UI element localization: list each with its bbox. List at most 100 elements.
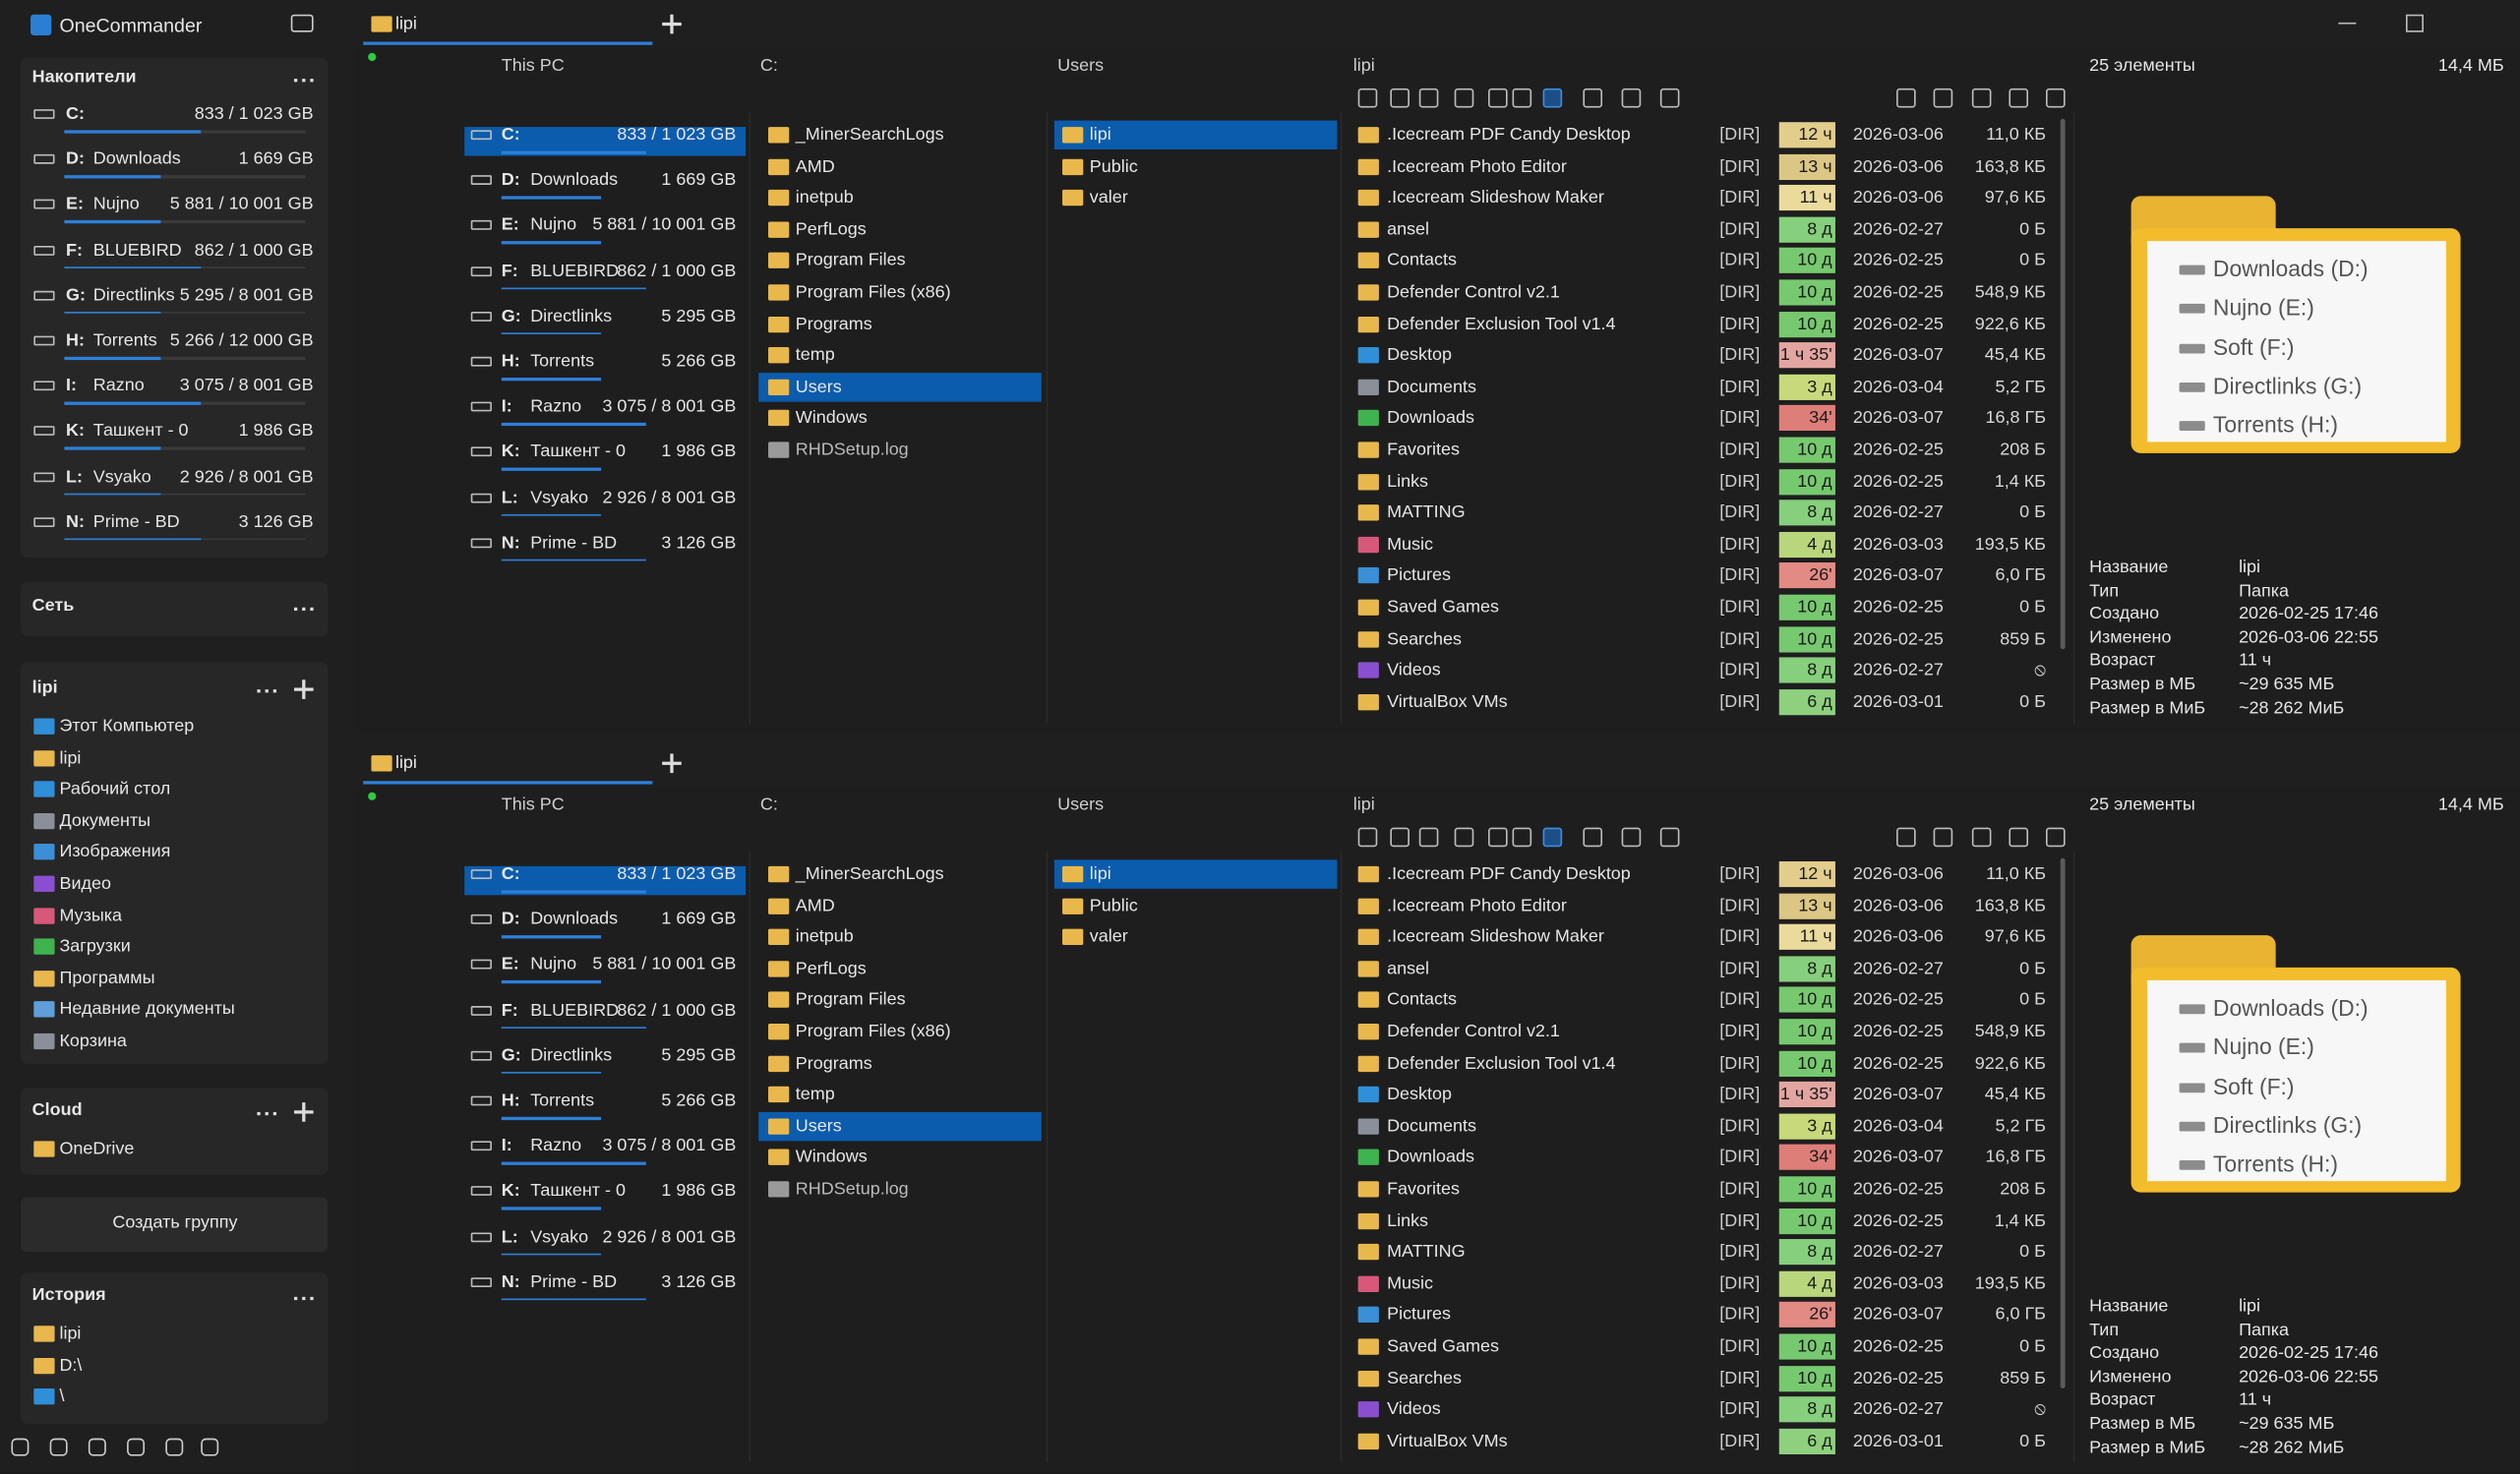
toolbar-button[interactable] [165, 1438, 184, 1456]
drive-letter[interactable]: L: [501, 1226, 518, 1247]
drive-letter[interactable]: G: [65, 285, 86, 306]
folder-item[interactable]: valer [1089, 188, 1128, 208]
window-max[interactable] [2405, 14, 2424, 32]
file-name[interactable]: Videos [1387, 660, 1441, 680]
more-button[interactable] [257, 1111, 261, 1116]
history-item[interactable]: \ [59, 1386, 65, 1407]
drive-letter[interactable]: I: [501, 1136, 512, 1156]
drive-letter[interactable]: I: [501, 396, 512, 417]
file-name[interactable]: VirtualBox VMs [1387, 692, 1508, 712]
add-button[interactable] [294, 679, 314, 699]
drive-letter[interactable]: D: [65, 149, 85, 169]
folder-item[interactable]: AMD [795, 896, 835, 915]
folder-item[interactable]: temp [795, 345, 835, 366]
file-name[interactable]: Contacts [1387, 990, 1458, 1010]
file-name[interactable]: Contacts [1387, 251, 1458, 271]
favorite-item[interactable]: Недавние документы [59, 1000, 235, 1020]
history-item[interactable]: D:\ [59, 1355, 83, 1376]
folder-item[interactable]: RHDSetup.log [795, 440, 909, 460]
toolbar-button[interactable] [1971, 827, 1992, 848]
favorite-item[interactable]: Изображения [59, 843, 171, 862]
toolbar-button[interactable] [1418, 88, 1439, 108]
drive-letter[interactable]: H: [501, 351, 520, 372]
more-button[interactable] [302, 607, 306, 612]
drive-letter[interactable]: F: [501, 261, 518, 281]
drive-letter[interactable]: G: [501, 1045, 521, 1066]
folder-item[interactable]: Public [1089, 896, 1138, 915]
favorite-item[interactable]: Этот Компьютер [59, 716, 195, 737]
drive-letter[interactable]: F: [501, 1000, 518, 1021]
file-name[interactable]: Documents [1387, 1116, 1476, 1137]
favorite-item[interactable]: Загрузки [59, 937, 131, 957]
tab-label[interactable]: lipi [394, 753, 417, 774]
file-name[interactable]: Music [1387, 1273, 1434, 1294]
favorite-item[interactable]: Музыка [59, 906, 123, 925]
file-name[interactable]: .Icecream Slideshow Maker [1387, 188, 1604, 208]
toolbar-button[interactable] [1454, 827, 1474, 848]
file-name[interactable]: Desktop [1387, 345, 1453, 366]
drive-letter[interactable]: H: [501, 1091, 520, 1111]
favorite-item[interactable]: Рабочий стол [59, 779, 171, 799]
folder-item[interactable]: inetpub [795, 188, 854, 208]
folder-item[interactable]: Program Files [795, 990, 906, 1010]
file-name[interactable]: Searches [1387, 628, 1463, 649]
toolbar-button[interactable] [1583, 827, 1603, 848]
toolbar-button[interactable] [1512, 827, 1532, 848]
file-name[interactable]: Downloads [1387, 408, 1475, 429]
more-button[interactable] [310, 79, 314, 83]
file-name[interactable]: Links [1387, 1210, 1429, 1231]
toolbar-button[interactable] [127, 1438, 146, 1456]
file-name[interactable]: Videos [1387, 1399, 1441, 1420]
tab-label[interactable]: lipi [394, 14, 417, 34]
folder-item[interactable]: temp [795, 1085, 835, 1105]
file-name[interactable]: .Icecream Photo Editor [1387, 896, 1567, 915]
toolbar-button[interactable] [2045, 827, 2066, 848]
toolbar-button[interactable] [11, 1438, 30, 1456]
more-button[interactable] [310, 1296, 314, 1301]
folder-item[interactable]: lipi [1089, 125, 1111, 146]
drive-letter[interactable]: K: [501, 442, 520, 462]
file-name[interactable]: MATTING [1387, 1242, 1466, 1263]
folder-item[interactable]: Windows [795, 1148, 868, 1168]
window-min[interactable] [2338, 15, 2357, 25]
folder-item[interactable]: Programs [795, 314, 872, 334]
file-name[interactable]: Downloads [1387, 1148, 1475, 1168]
drive-letter[interactable]: D: [501, 170, 520, 191]
more-button[interactable] [302, 1296, 306, 1301]
folder-item[interactable]: PerfLogs [795, 219, 867, 240]
toolbar-button[interactable] [2009, 88, 2029, 108]
file-name[interactable]: Saved Games [1387, 597, 1499, 618]
more-button[interactable] [294, 607, 298, 612]
drive-letter[interactable]: N: [501, 533, 520, 553]
toolbar-button[interactable] [1933, 827, 1953, 848]
file-name[interactable]: Defender Exclusion Tool v1.4 [1387, 1053, 1616, 1074]
drive-letter[interactable]: C: [501, 125, 520, 146]
favorite-item[interactable]: lipi [59, 747, 82, 768]
more-button[interactable] [265, 1111, 269, 1116]
drive-letter[interactable]: E: [501, 215, 519, 236]
file-name[interactable]: Documents [1387, 377, 1476, 397]
layout-button[interactable] [290, 14, 314, 32]
drive-letter[interactable]: E: [501, 955, 519, 975]
folder-item[interactable]: inetpub [795, 927, 854, 947]
history-item[interactable]: lipi [59, 1324, 82, 1344]
drive-letter[interactable]: H: [65, 330, 85, 351]
add-button[interactable] [294, 1102, 314, 1122]
toolbar-button[interactable] [201, 1438, 219, 1456]
toolbar-button[interactable] [1390, 88, 1410, 108]
drive-letter[interactable]: F: [65, 240, 83, 261]
drive-letter[interactable]: C: [501, 864, 520, 884]
drive-letter[interactable]: G: [501, 306, 521, 326]
file-name[interactable]: .Icecream PDF Candy Desktop [1387, 864, 1631, 884]
file-name[interactable]: ansel [1387, 219, 1430, 240]
toolbar-button[interactable] [1390, 827, 1410, 848]
folder-item[interactable]: Program Files (x86) [795, 282, 951, 303]
file-name[interactable]: Searches [1387, 1368, 1463, 1388]
toolbar-button[interactable] [1542, 88, 1563, 108]
folder-item[interactable]: Users [795, 377, 842, 397]
favorite-item[interactable]: Видео [59, 874, 111, 894]
more-button[interactable] [310, 607, 314, 612]
toolbar-button[interactable] [88, 1438, 106, 1456]
file-name[interactable]: Defender Control v2.1 [1387, 1022, 1560, 1042]
toolbar-button[interactable] [1488, 827, 1508, 848]
